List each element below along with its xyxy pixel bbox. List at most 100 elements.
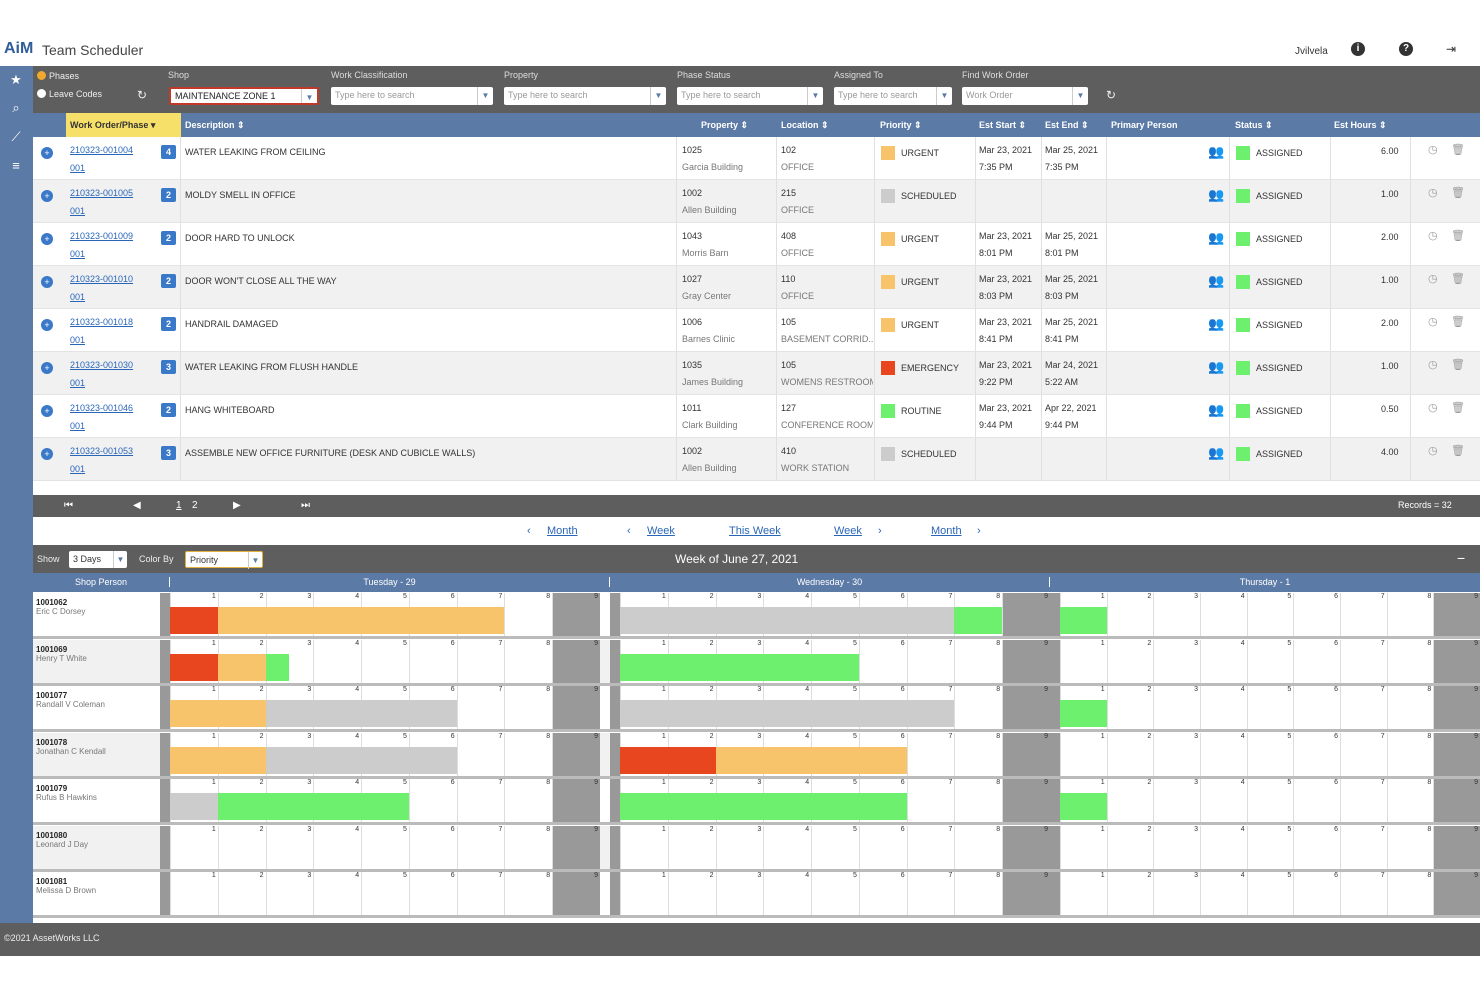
- day-cell[interactable]: 1 2 3 4 5 6 7 8 9: [1050, 872, 1480, 915]
- hour-slot[interactable]: 7: [1340, 686, 1387, 729]
- star-icon[interactable]: ★: [10, 72, 22, 87]
- col-description[interactable]: Description ⇕: [185, 120, 245, 130]
- schedule-bar-routine[interactable]: [265, 653, 290, 681]
- table-row[interactable]: +210323-001010 001 2 DOOR WON'T CLOSE ALL T…: [33, 266, 1480, 309]
- prev-week-link[interactable]: Week: [647, 525, 675, 537]
- schedule-bar-scheduled[interactable]: [620, 700, 955, 727]
- hour-slot[interactable]: 2: [667, 825, 716, 869]
- col-priority[interactable]: Priority ⇕: [880, 120, 922, 130]
- hour-slot[interactable]: 5: [361, 825, 409, 869]
- history-icon[interactable]: ◷: [1428, 445, 1438, 457]
- expand-icon[interactable]: +: [41, 147, 53, 159]
- hour-slot[interactable]: 8: [1386, 686, 1434, 729]
- delete-icon[interactable]: 🗑: [1451, 273, 1465, 285]
- assigned-to-input[interactable]: Type here to search ▼: [834, 87, 952, 105]
- table-row[interactable]: +210323-001053 001 3 ASSEMBLE NEW OFFICE FU…: [33, 438, 1480, 481]
- prev-month-link[interactable]: Month: [547, 525, 578, 537]
- hour-slot[interactable]: 1: [1060, 732, 1107, 776]
- hour-slot[interactable]: 9: [1433, 872, 1480, 915]
- hour-slot[interactable]: 8: [504, 732, 552, 776]
- phase-link[interactable]: 001: [70, 206, 86, 216]
- this-week-link[interactable]: This Week: [729, 525, 781, 537]
- delete-icon[interactable]: 🗑: [1451, 144, 1465, 156]
- hour-slot[interactable]: 3: [1153, 779, 1200, 822]
- hour-slot[interactable]: 8: [504, 779, 552, 822]
- history-icon[interactable]: ◷: [1428, 402, 1438, 414]
- hour-slot[interactable]: 9: [1002, 639, 1050, 683]
- day-cell[interactable]: 1 2 3 4 5 6 7 8 9: [1050, 639, 1480, 683]
- phase-link[interactable]: 001: [70, 464, 86, 474]
- hour-slot[interactable]: 6: [1293, 779, 1340, 822]
- day-cell[interactable]: 1 2 3 4 5 6 7 8 9: [610, 639, 1050, 683]
- history-icon[interactable]: ◷: [1428, 359, 1438, 371]
- day-cell[interactable]: 1 2 3 4 5 6 7 8 9: [160, 779, 600, 822]
- work-order-link[interactable]: 210323-001004: [70, 145, 134, 155]
- hour-slot[interactable]: 3: [1153, 825, 1200, 869]
- hour-slot[interactable]: 2: [217, 825, 266, 869]
- phases-radio[interactable]: Phases: [37, 71, 79, 81]
- hour-slot[interactable]: 7: [456, 872, 505, 915]
- hour-slot[interactable]: 7: [1340, 872, 1387, 915]
- hour-slot[interactable]: 6: [408, 825, 457, 869]
- next-page-button[interactable]: ▶: [233, 500, 241, 511]
- col-est-hours[interactable]: Est Hours ⇕: [1334, 120, 1387, 130]
- schedule-bar-emergency[interactable]: [170, 653, 218, 681]
- hour-slot[interactable]: 7: [1340, 593, 1387, 636]
- history-icon[interactable]: ◷: [1428, 144, 1438, 156]
- day-cell[interactable]: 1 2 3 4 5 6 7 8 9: [1050, 825, 1480, 869]
- first-page-button[interactable]: ⏮: [64, 500, 73, 511]
- hour-slot[interactable]: 6: [408, 779, 457, 822]
- primary-person-icon[interactable]: 👥: [1208, 273, 1225, 288]
- table-row[interactable]: +210323-001005 001 2 MOLDY SMELL IN OFFICE 1…: [33, 180, 1480, 223]
- hour-slot[interactable]: 1: [620, 872, 668, 915]
- day-cell[interactable]: 1 2 3 4 5 6 7 8 9: [160, 872, 600, 915]
- history-icon[interactable]: ◷: [1428, 316, 1438, 328]
- help-icon[interactable]: ?: [1399, 42, 1413, 56]
- hour-slot[interactable]: 6: [858, 825, 907, 869]
- day-cell[interactable]: 1 2 3 4 5 6 7 8 9: [160, 639, 600, 683]
- primary-person-icon[interactable]: 👥: [1208, 359, 1225, 374]
- hour-slot[interactable]: 7: [1340, 779, 1387, 822]
- hour-slot[interactable]: 2: [1106, 686, 1154, 729]
- hour-slot[interactable]: 8: [1386, 639, 1434, 683]
- schedule-bar-routine[interactable]: [1060, 607, 1107, 634]
- hour-slot[interactable]: 6: [1293, 593, 1340, 636]
- hour-slot[interactable]: 4: [313, 639, 361, 683]
- hour-slot[interactable]: 2: [1106, 825, 1154, 869]
- chart-icon[interactable]: ⟋: [11, 129, 21, 144]
- schedule-bar-emergency[interactable]: [170, 607, 218, 634]
- day-cell[interactable]: 1 2 3 4 5 6 7 8 9: [1050, 732, 1480, 776]
- schedule-bar-routine[interactable]: [217, 793, 409, 820]
- day-cell[interactable]: 1 2 3 4 5 6 7 8 9: [610, 779, 1050, 822]
- hour-slot[interactable]: 5: [811, 825, 859, 869]
- hour-slot[interactable]: 9: [552, 639, 600, 683]
- work-order-link[interactable]: 210323-001005: [70, 188, 134, 198]
- user-name[interactable]: Jvilvela: [1295, 46, 1328, 57]
- phase-link[interactable]: 001: [70, 163, 86, 173]
- hour-slot[interactable]: 4: [1200, 825, 1247, 869]
- hour-slot[interactable]: 9: [552, 825, 600, 869]
- work-order-link[interactable]: 210323-001009: [70, 231, 134, 241]
- hour-slot[interactable]: 1: [1060, 872, 1107, 915]
- schedule-bar-routine[interactable]: [1060, 793, 1107, 820]
- delete-icon[interactable]: 🗑: [1451, 230, 1465, 242]
- property-input[interactable]: Type here to search ▼: [504, 87, 666, 105]
- phase-link[interactable]: 001: [70, 249, 86, 259]
- col-est-start[interactable]: Est Start ⇕: [979, 120, 1027, 130]
- day-cell[interactable]: 1 2 3 4 5 6 7 8 9: [160, 593, 600, 636]
- hour-slot[interactable]: 7: [1340, 732, 1387, 776]
- phase-link[interactable]: 001: [70, 292, 86, 302]
- work-order-link[interactable]: 210323-001010: [70, 274, 134, 284]
- hour-slot[interactable]: 4: [1200, 639, 1247, 683]
- hour-slot[interactable]: 8: [954, 825, 1002, 869]
- list-icon[interactable]: ≡: [12, 158, 20, 173]
- day-cell[interactable]: 1 2 3 4 5 6 7 8 9: [160, 825, 600, 869]
- next-week-link[interactable]: Week: [834, 525, 862, 537]
- hour-slot[interactable]: 8: [1386, 732, 1434, 776]
- hour-slot[interactable]: 6: [408, 639, 457, 683]
- hour-slot[interactable]: 2: [1106, 872, 1154, 915]
- primary-person-icon[interactable]: 👥: [1208, 187, 1225, 202]
- table-row[interactable]: +210323-001046 001 2 HANG WHITEBOARD 1011 Cla…: [33, 395, 1480, 438]
- schedule-bar-scheduled[interactable]: [265, 700, 457, 727]
- schedule-bar-urgent[interactable]: [715, 746, 907, 774]
